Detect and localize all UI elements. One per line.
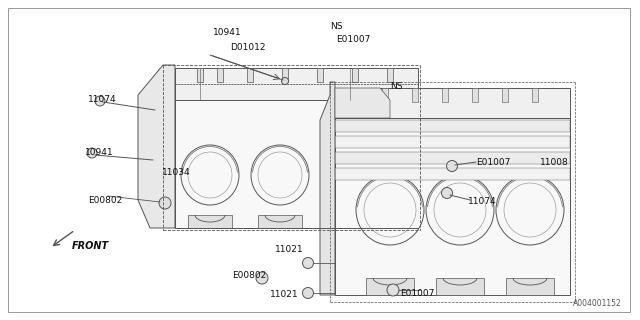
Polygon shape (138, 65, 175, 228)
Bar (247, 68, 253, 82)
Circle shape (95, 96, 105, 106)
Polygon shape (335, 168, 570, 180)
Polygon shape (328, 215, 372, 228)
Text: FRONT: FRONT (72, 241, 109, 251)
Circle shape (303, 287, 314, 299)
Polygon shape (335, 118, 570, 295)
Polygon shape (366, 278, 414, 295)
Text: 11034: 11034 (162, 168, 191, 177)
Circle shape (387, 284, 399, 296)
Polygon shape (506, 278, 554, 295)
Text: 10941: 10941 (213, 28, 242, 37)
Polygon shape (418, 172, 468, 188)
Polygon shape (418, 118, 440, 134)
Polygon shape (418, 154, 460, 170)
Circle shape (303, 258, 314, 268)
Circle shape (442, 188, 452, 198)
Bar (317, 68, 323, 82)
Polygon shape (418, 100, 473, 210)
Circle shape (87, 148, 97, 158)
Polygon shape (418, 190, 475, 206)
Polygon shape (188, 215, 232, 228)
Text: NS: NS (390, 82, 403, 91)
Bar (532, 88, 538, 102)
Bar (472, 88, 478, 102)
Text: 11074: 11074 (88, 95, 116, 104)
Circle shape (159, 197, 171, 209)
Text: E00802: E00802 (88, 196, 122, 205)
Text: E01007: E01007 (400, 289, 435, 298)
Text: 11021: 11021 (275, 245, 303, 254)
Text: 11008: 11008 (540, 158, 569, 167)
Polygon shape (335, 152, 570, 164)
Circle shape (256, 272, 268, 284)
Text: NS: NS (330, 22, 342, 31)
Text: E01007: E01007 (336, 35, 371, 44)
Polygon shape (335, 88, 390, 118)
Text: E01007: E01007 (476, 158, 510, 167)
Bar (387, 68, 393, 82)
Bar (382, 88, 388, 102)
Polygon shape (418, 136, 450, 152)
Bar (352, 68, 358, 82)
Polygon shape (335, 88, 570, 118)
Bar (217, 68, 223, 82)
Polygon shape (258, 215, 302, 228)
Circle shape (282, 77, 289, 84)
Text: E00802: E00802 (232, 271, 266, 280)
Text: A004001152: A004001152 (573, 299, 622, 308)
Polygon shape (335, 136, 570, 148)
Polygon shape (175, 100, 418, 228)
Text: D01012: D01012 (230, 43, 266, 52)
Bar (282, 68, 288, 82)
Polygon shape (175, 68, 418, 100)
Bar (442, 88, 448, 102)
Bar (412, 88, 418, 102)
Bar (355, 88, 361, 102)
Text: 10941: 10941 (85, 148, 114, 157)
Bar (502, 88, 508, 102)
Polygon shape (335, 120, 570, 132)
Polygon shape (418, 100, 430, 116)
Polygon shape (436, 278, 484, 295)
Polygon shape (320, 82, 335, 295)
Text: 11021: 11021 (270, 290, 299, 299)
Text: 11074: 11074 (468, 197, 497, 206)
Bar (197, 68, 203, 82)
Circle shape (447, 161, 458, 172)
